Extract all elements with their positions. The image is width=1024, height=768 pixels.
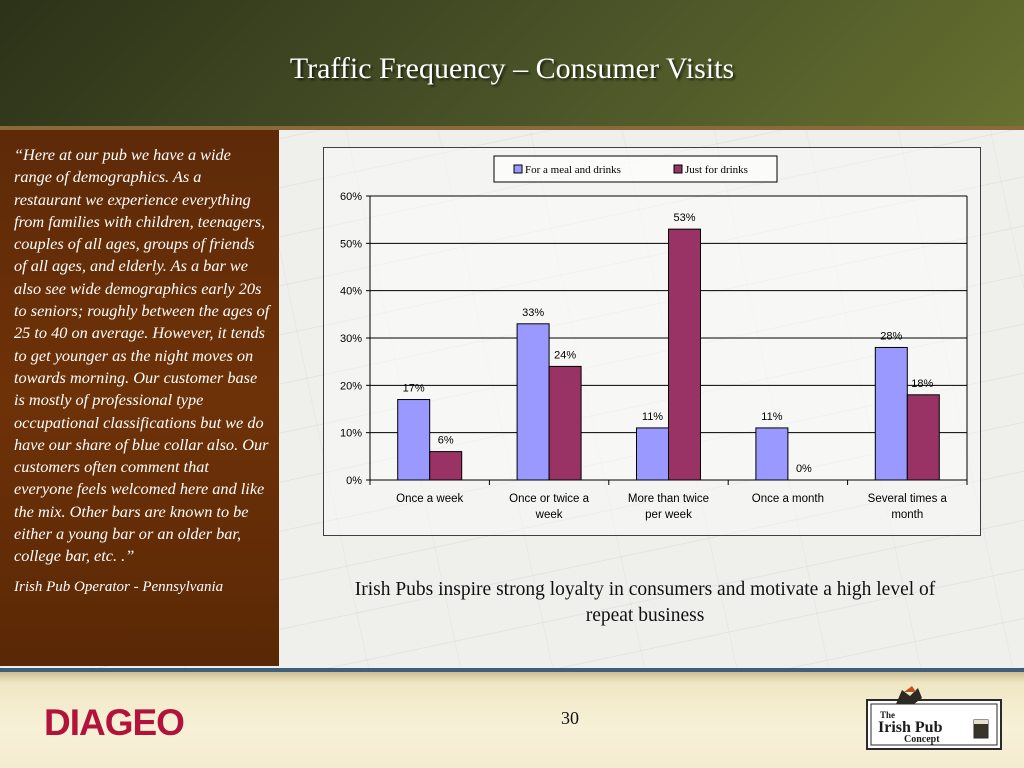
bar-just-for-drinks <box>906 394 940 481</box>
slide-title: Traffic Frequency – Consumer Visits <box>289 52 735 85</box>
legend-label-drinks: Just for drinks <box>685 164 748 176</box>
bar-just-for-drinks <box>548 365 582 481</box>
pub-logo-the: The <box>880 710 895 720</box>
legend-box <box>493 155 778 183</box>
y-tick-label: 50% <box>340 238 362 250</box>
chart-caption: Irish Pubs inspire strong loyalty in con… <box>354 579 936 626</box>
consumer-visits-chart: 0% 10% 20% 30% 40% 50% 60% 17% 6% Once a week 33% 2… <box>340 155 968 521</box>
footer-rule <box>0 668 1024 672</box>
pub-logo-name: Irish Pub <box>878 719 943 736</box>
irish-pub-concept-logo: The Irish Pub Concept <box>866 686 1002 750</box>
title-bar: Traffic Frequency – Consumer Visits <box>0 0 1024 126</box>
y-tick-label: 10% <box>340 428 362 440</box>
header-rule <box>0 126 1024 130</box>
data-label: 0% <box>796 463 812 475</box>
bar-just-for-drinks <box>429 451 463 481</box>
data-label: 17% <box>403 383 425 395</box>
y-tick-label: 40% <box>340 286 362 298</box>
y-tick-label: 20% <box>340 380 362 392</box>
bar-just-for-drinks <box>668 228 701 481</box>
y-tick-label: 0% <box>346 475 362 487</box>
data-label: 11% <box>761 411 782 423</box>
x-tick-label: More than twice <box>628 493 709 505</box>
quote-panel: “Here at our pub we have a wide range of… <box>0 130 279 666</box>
x-tick-label: Once a month <box>752 493 824 505</box>
quote-attribution: Irish Pub Operator - Pennsylvania <box>14 578 224 595</box>
data-label: 11% <box>642 411 663 423</box>
x-tick-label: week <box>535 509 563 521</box>
bar-meal-and-drinks <box>755 427 789 481</box>
legend-swatch-meal <box>513 164 523 174</box>
bar-meal-and-drinks <box>516 323 550 481</box>
y-tick-label: 60% <box>340 191 362 203</box>
pub-logo-concept: Concept <box>904 734 940 745</box>
legend-swatch-drinks <box>673 164 683 174</box>
bar-meal-and-drinks <box>636 427 669 481</box>
page-number: 30 <box>561 708 579 728</box>
x-tick-label: per week <box>645 509 692 521</box>
data-label: 6% <box>438 435 454 447</box>
diageo-logo: DIAGEO <box>44 702 185 743</box>
y-tick-label: 30% <box>340 333 362 345</box>
chart-container: 0% 10% 20% 30% 40% 50% 60% 17% 6% Once a week 33% 2… <box>323 147 981 536</box>
data-label: 28% <box>880 330 902 342</box>
bar-meal-and-drinks <box>874 346 908 481</box>
x-tick-label: Once or twice a <box>509 493 589 505</box>
data-label: 53% <box>673 212 695 224</box>
data-label: 33% <box>522 307 544 319</box>
data-label: 24% <box>554 349 576 361</box>
x-tick-label: month <box>891 509 923 521</box>
data-label: 18% <box>911 378 933 390</box>
operator-quote: “Here at our pub we have a wide range of… <box>14 145 270 566</box>
x-tick-label: Once a week <box>396 493 463 505</box>
x-tick-label: Several times a <box>868 493 948 505</box>
bar-meal-and-drinks <box>397 399 431 481</box>
legend-label-meal: For a meal and drinks <box>525 164 621 176</box>
